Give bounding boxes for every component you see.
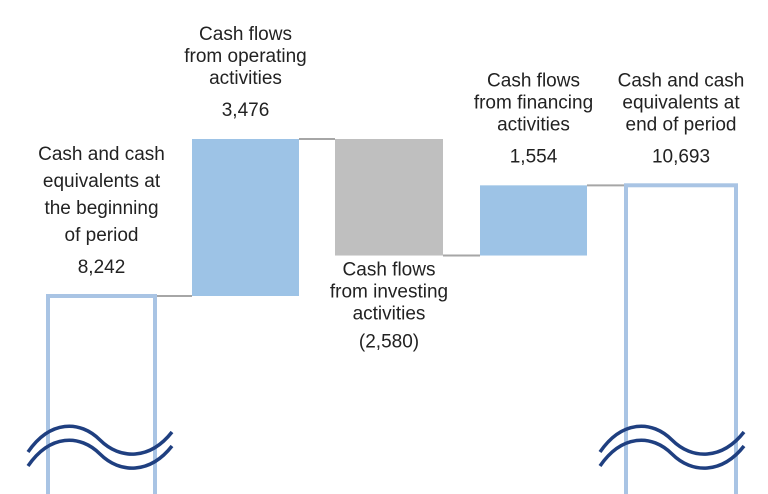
- value-label: 3,476: [222, 100, 270, 121]
- total-bar: [624, 183, 738, 494]
- value-label: (2,580): [359, 332, 419, 353]
- break-wave: [26, 438, 174, 470]
- bar: [192, 139, 299, 296]
- total-bar: [46, 294, 157, 494]
- category-label: activities: [353, 304, 426, 325]
- marks: [46, 138, 738, 494]
- category-label: the beginning: [44, 198, 158, 219]
- value-label: 8,242: [78, 257, 126, 278]
- break-wave: [26, 424, 174, 456]
- category-label: activities: [209, 68, 282, 89]
- category-label: from operating: [184, 46, 307, 67]
- category-label: Cash flows: [343, 260, 436, 281]
- category-label: equivalents at: [43, 171, 161, 192]
- category-label: from investing: [330, 282, 448, 303]
- value-label: 10,693: [652, 146, 710, 167]
- category-label: Cash flows: [487, 70, 580, 91]
- bar: [335, 139, 443, 256]
- category-label: Cash and cash: [38, 144, 165, 165]
- category-label: of period: [65, 225, 139, 246]
- category-label: activities: [497, 114, 570, 135]
- bar: [480, 185, 587, 256]
- category-label: Cash and cash: [618, 70, 745, 91]
- category-label: equivalents at: [622, 92, 740, 113]
- category-label: Cash flows: [199, 24, 292, 45]
- category-label: from financing: [474, 92, 593, 113]
- value-label: 1,554: [510, 146, 558, 167]
- break-wave: [598, 438, 746, 470]
- axis-breaks: [26, 424, 746, 470]
- category-label: end of period: [626, 114, 737, 135]
- break-wave: [598, 424, 746, 456]
